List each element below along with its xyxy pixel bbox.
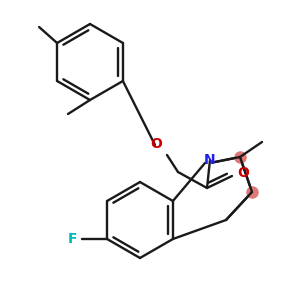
Text: F: F	[67, 232, 77, 246]
Text: O: O	[237, 166, 249, 180]
Text: O: O	[150, 137, 162, 151]
Text: N: N	[204, 153, 216, 167]
